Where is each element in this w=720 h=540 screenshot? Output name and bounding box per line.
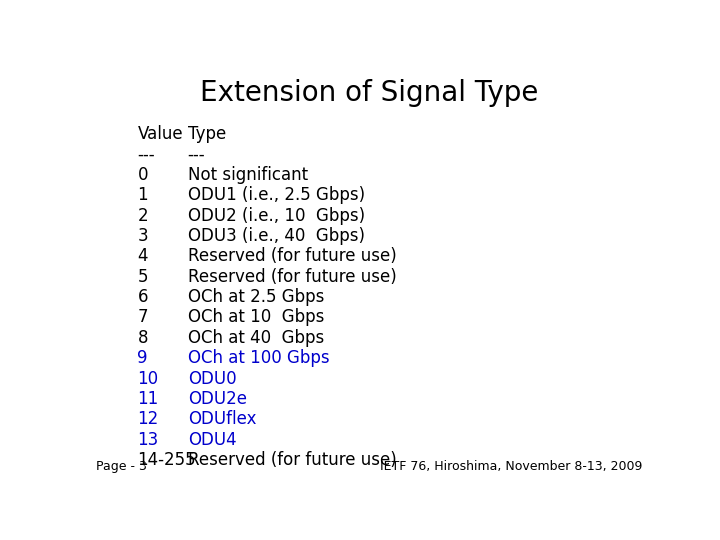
Text: ODU4: ODU4 — [188, 431, 236, 449]
Text: 12: 12 — [138, 410, 158, 428]
Text: Not significant: Not significant — [188, 166, 307, 184]
Text: Type: Type — [188, 125, 226, 143]
Text: Reserved (for future use): Reserved (for future use) — [188, 268, 397, 286]
Text: ---: --- — [188, 145, 205, 164]
Text: 3: 3 — [138, 227, 148, 245]
Text: Reserved (for future use): Reserved (for future use) — [188, 451, 397, 469]
Text: Reserved (for future use): Reserved (for future use) — [188, 247, 397, 265]
Text: OCh at 40  Gbps: OCh at 40 Gbps — [188, 329, 324, 347]
Text: ODU1 (i.e., 2.5 Gbps): ODU1 (i.e., 2.5 Gbps) — [188, 186, 365, 204]
Text: Extension of Signal Type: Extension of Signal Type — [200, 79, 538, 107]
Text: 7: 7 — [138, 308, 148, 327]
Text: ODU0: ODU0 — [188, 369, 236, 388]
Text: 1: 1 — [138, 186, 148, 204]
Text: IETF 76, Hiroshima, November 8-13, 2009: IETF 76, Hiroshima, November 8-13, 2009 — [380, 460, 642, 473]
Text: Value: Value — [138, 125, 183, 143]
Text: OCh at 2.5 Gbps: OCh at 2.5 Gbps — [188, 288, 324, 306]
Text: 14-255: 14-255 — [138, 451, 196, 469]
Text: OCh at 10  Gbps: OCh at 10 Gbps — [188, 308, 324, 327]
Text: 9: 9 — [138, 349, 148, 367]
Text: ODU2 (i.e., 10  Gbps): ODU2 (i.e., 10 Gbps) — [188, 207, 365, 225]
Text: 11: 11 — [138, 390, 158, 408]
Text: 2: 2 — [138, 207, 148, 225]
Text: ODU3 (i.e., 40  Gbps): ODU3 (i.e., 40 Gbps) — [188, 227, 364, 245]
Text: 4: 4 — [138, 247, 148, 265]
Text: 0: 0 — [138, 166, 148, 184]
Text: OCh at 100 Gbps: OCh at 100 Gbps — [188, 349, 329, 367]
Text: ODUflex: ODUflex — [188, 410, 256, 428]
Text: Page - 3: Page - 3 — [96, 460, 146, 473]
Text: ---: --- — [138, 145, 155, 164]
Text: 13: 13 — [138, 431, 158, 449]
Text: 8: 8 — [138, 329, 148, 347]
Text: ODU2e: ODU2e — [188, 390, 247, 408]
Text: 10: 10 — [138, 369, 158, 388]
Text: 5: 5 — [138, 268, 148, 286]
Text: 6: 6 — [138, 288, 148, 306]
